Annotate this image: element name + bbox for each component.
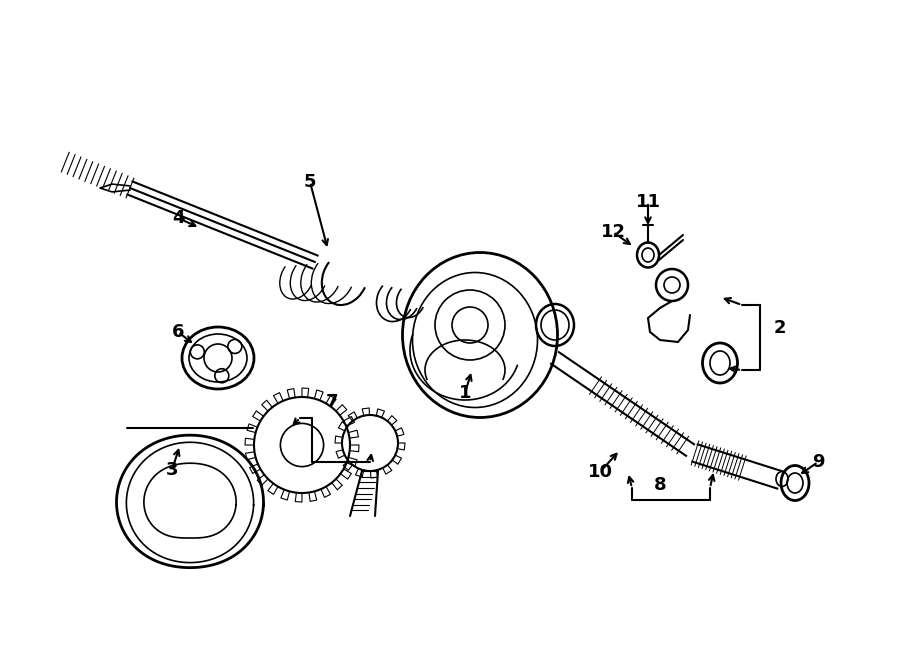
Text: 5: 5 bbox=[304, 173, 316, 191]
Text: 6: 6 bbox=[172, 323, 184, 341]
Text: 9: 9 bbox=[812, 453, 824, 471]
Text: 4: 4 bbox=[172, 209, 184, 227]
Text: 12: 12 bbox=[600, 223, 626, 241]
Text: 10: 10 bbox=[588, 463, 613, 481]
Text: 3: 3 bbox=[166, 461, 178, 479]
Text: 2: 2 bbox=[774, 319, 787, 337]
Text: 8: 8 bbox=[653, 476, 666, 494]
Text: 11: 11 bbox=[635, 193, 661, 211]
Text: 1: 1 bbox=[459, 384, 472, 402]
Text: 7: 7 bbox=[326, 393, 338, 411]
